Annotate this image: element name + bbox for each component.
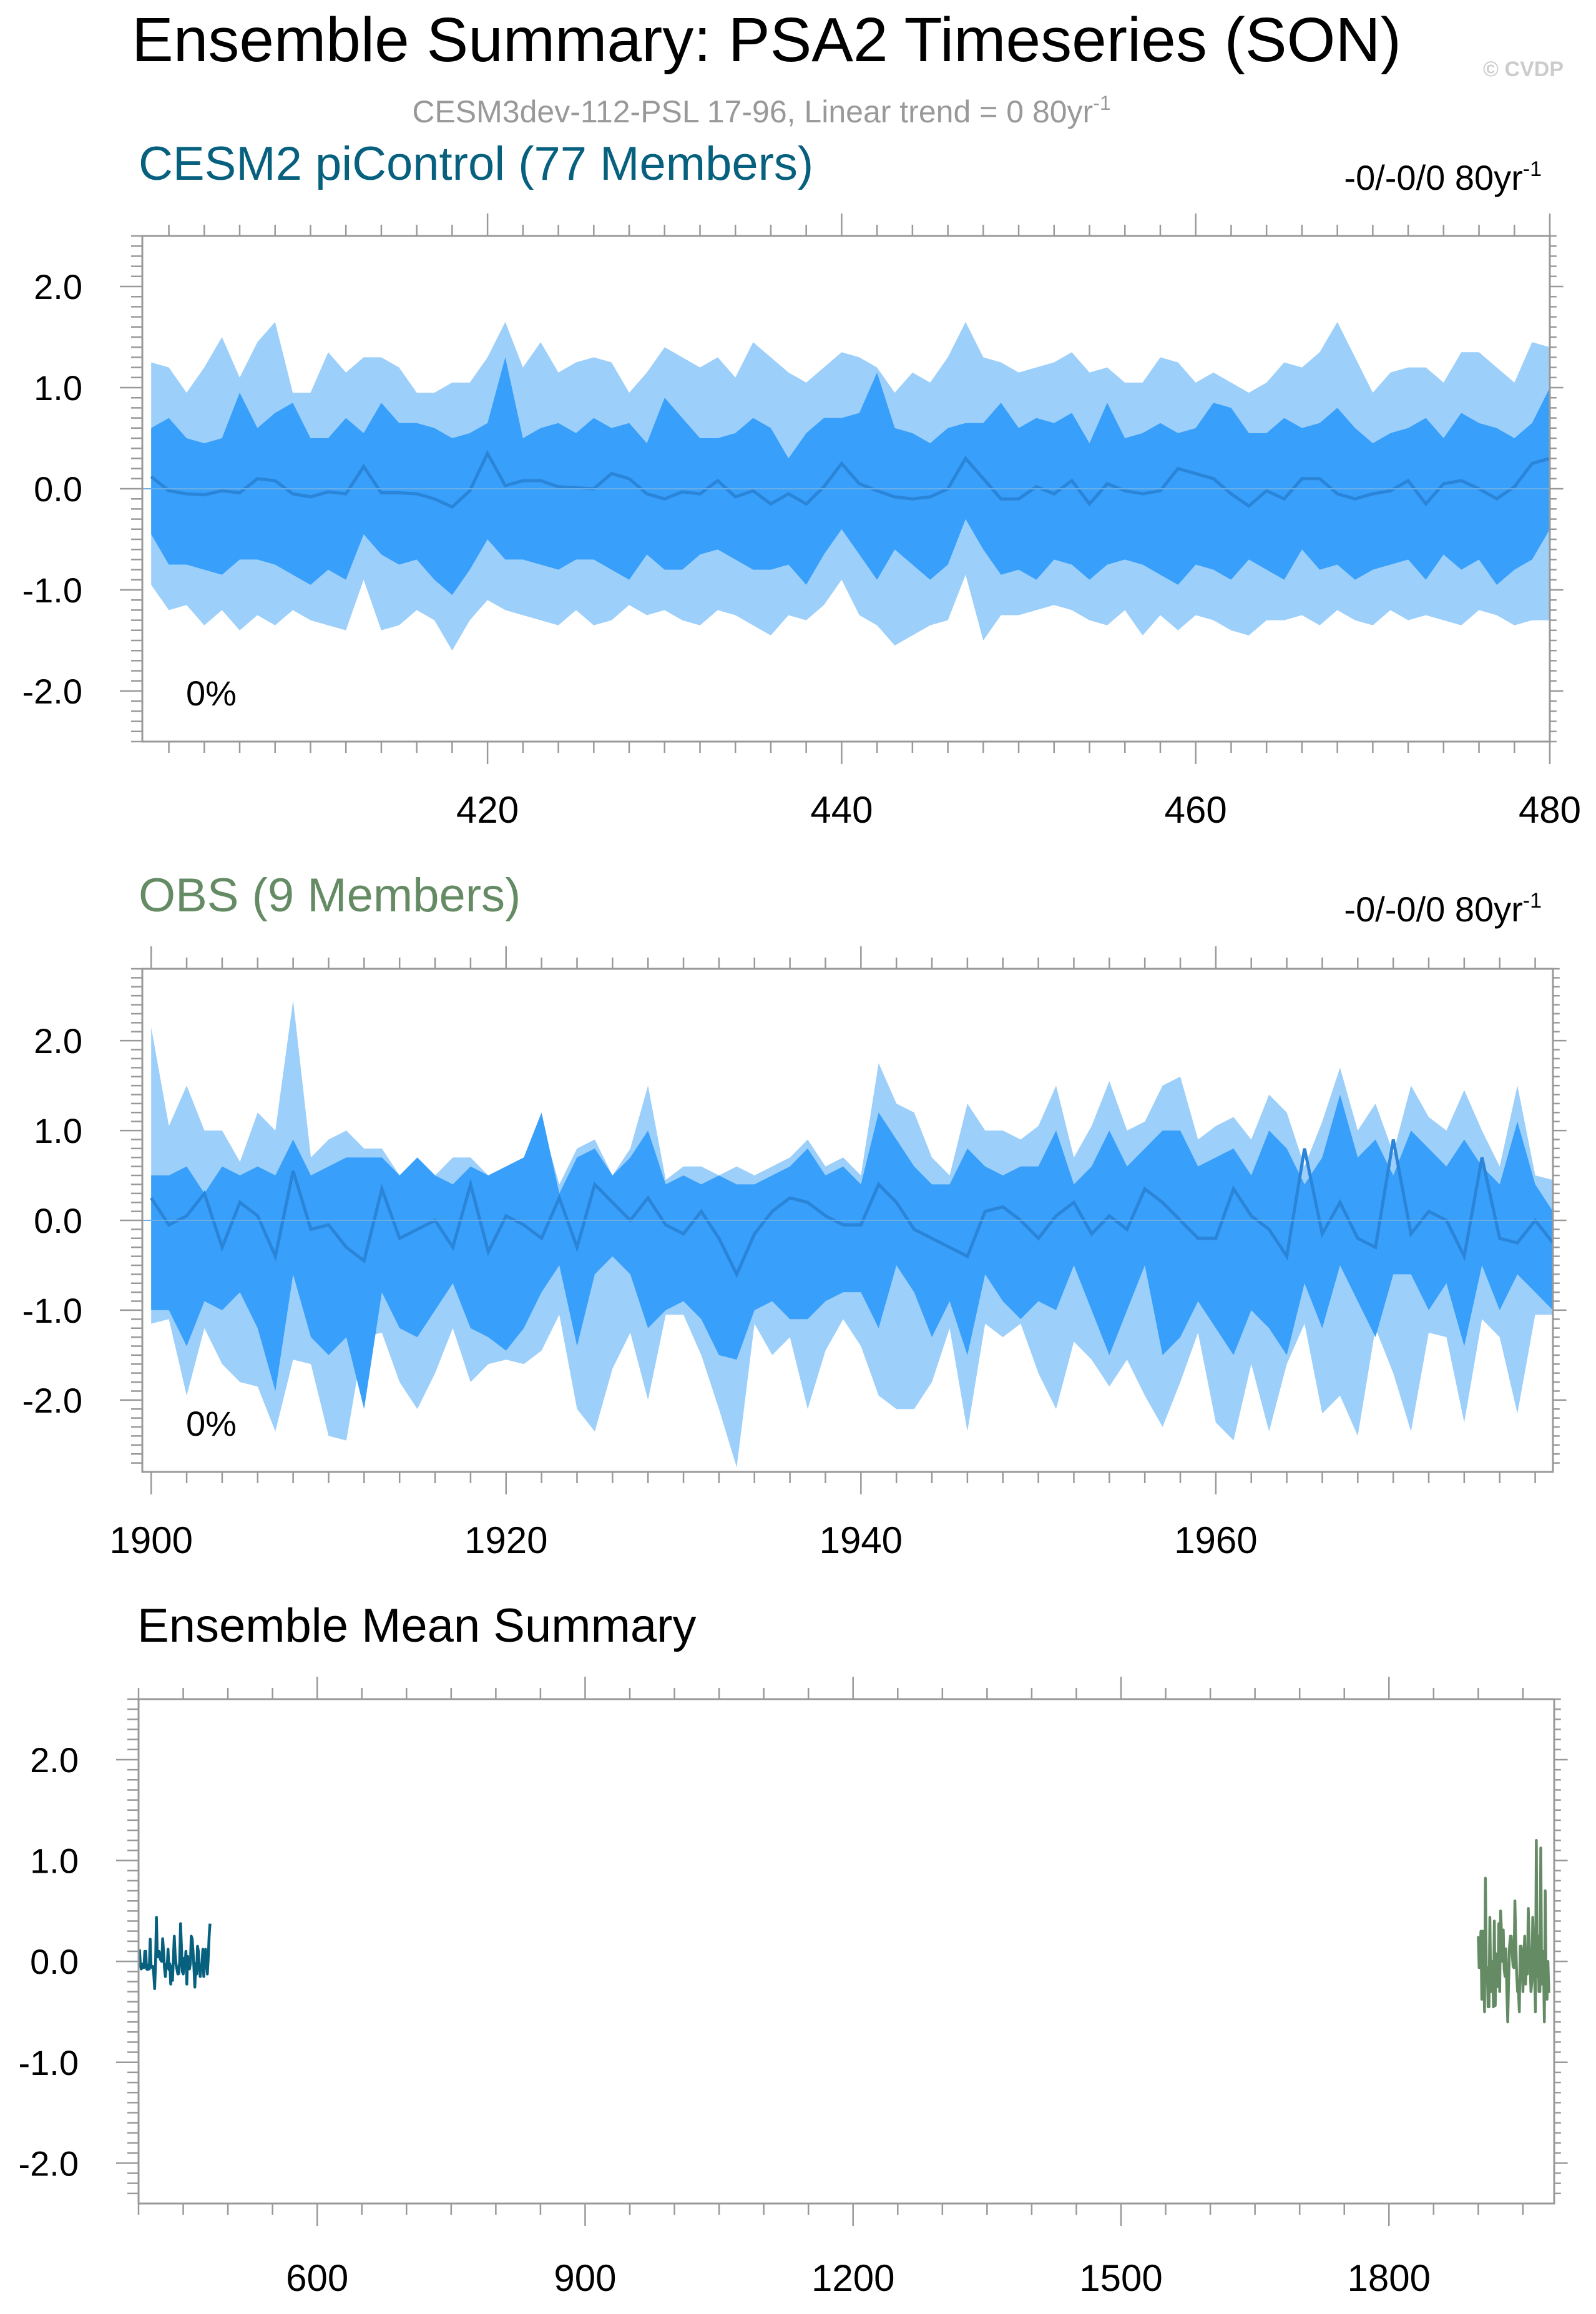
panel-title: Ensemble Mean Summary [137,1599,696,1652]
y-tick-label: 1.0 [34,1111,82,1150]
trend-label: -0/-0/0 80yr-1 [1344,157,1542,197]
figure-title: Ensemble Summary: PSA2 Timeseries (SON) [132,5,1401,75]
trend-label: -0/-0/0 80yr-1 [1344,889,1542,929]
watermark: © CVDP [1483,57,1564,81]
y-tick-label: 0.0 [30,1942,79,1981]
y-tick-label: 1.0 [30,1841,79,1881]
y-tick-label: -1.0 [19,2043,79,2082]
inner-spread-band [151,357,1550,596]
y-tick-label: -2.0 [22,672,83,711]
ensemble-mean-line [150,1139,1554,1278]
x-tick-label: 480 [1519,789,1581,831]
x-tick-label: 600 [286,2257,348,2299]
y-tick-label: -2.0 [19,2144,79,2183]
series-line-1 [138,1916,212,1991]
figure-subtitle-text: CESM3dev-112-PSL 17-96, Linear trend = 0… [412,94,1093,129]
x-tick-label: 1500 [1079,2257,1162,2299]
chart-panel-1: CESM2 piControl (77 Members) -0/-0/0 80yr… [22,137,1582,831]
x-tick-label: 1920 [464,1519,547,1561]
series-line-2 [1477,1838,1550,2024]
y-tick-label: 2.0 [34,267,82,306]
x-tick-label: 440 [810,789,873,831]
trend-label-sup: -1 [1523,157,1542,181]
trend-label-text: -0/-0/0 80yr [1344,158,1522,197]
chart-panel-3: Ensemble Mean Summary -2.0 -1.0 0.0 1.0 2.0 60… [19,1599,1568,2299]
y-tick-label: -1.0 [22,571,83,610]
x-tick-label: 1960 [1174,1519,1257,1561]
chart-panels: CESM2 piControl (77 Members) -0/-0/0 80yr… [19,137,1582,2299]
plot-frame [137,1698,1555,2205]
x-tick-label: 900 [554,2257,616,2299]
panel-title: OBS (9 Members) [139,869,521,922]
ensemble-mean-line [150,449,1550,509]
inner-spread-band [151,1094,1554,1409]
figure-subtitle-sup: -1 [1093,92,1110,114]
percent-label: 0% [186,674,237,713]
x-tick-label: 460 [1165,789,1227,831]
y-tick-label: 1.0 [34,368,82,408]
x-tick-label: 1200 [811,2257,894,2299]
y-tick-label: 2.0 [34,1021,82,1061]
x-tick-label: 1940 [820,1519,903,1561]
y-tick-label: 2.0 [30,1740,79,1780]
chart-panel-2: OBS (9 Members) -0/-0/0 80yr-1 0% -2.0 -1.0 0… [22,869,1567,1561]
percent-label: 0% [186,1404,237,1443]
x-tick-label: 1800 [1348,2257,1431,2299]
x-tick-label: 1900 [109,1519,192,1561]
y-tick-label: -2.0 [22,1381,83,1420]
y-tick-label: -1.0 [22,1291,83,1330]
x-tick-label: 420 [456,789,519,831]
figure-subtitle: CESM3dev-112-PSL 17-96, Linear trend = 0… [412,92,1110,129]
y-tick-label: 0.0 [34,1201,82,1240]
trend-label-text: -0/-0/0 80yr [1344,890,1522,929]
trend-label-sup: -1 [1523,889,1542,913]
panel-title: CESM2 piControl (77 Members) [139,137,813,190]
y-tick-label: 0.0 [34,469,82,509]
